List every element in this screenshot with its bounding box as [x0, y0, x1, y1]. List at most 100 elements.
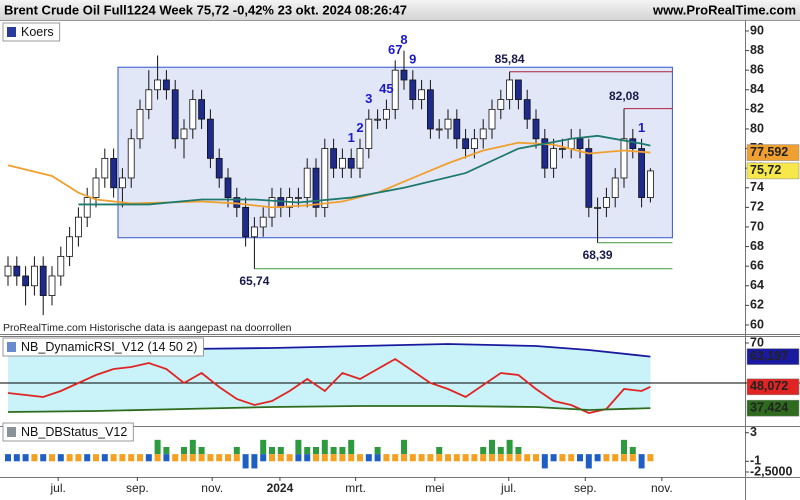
candle-body [418, 89, 426, 100]
legend-label: NB_DBStatus_V12 [21, 425, 127, 439]
status-bar [515, 454, 522, 462]
status-bar [330, 454, 337, 462]
status-bar [603, 454, 610, 462]
candle-body [48, 275, 56, 296]
status-bar [629, 447, 636, 455]
candle-body [75, 216, 82, 238]
candle-body [347, 157, 355, 169]
status-bar [383, 454, 390, 462]
status-bar [304, 447, 311, 455]
level-label: 65,74 [239, 274, 269, 288]
candle-body [356, 148, 364, 169]
status-bar [401, 454, 408, 462]
status-bar [251, 454, 258, 469]
status-bar [13, 454, 20, 462]
y-tick-label: 70 [750, 219, 764, 233]
status-bar [181, 454, 188, 462]
annotation: 9 [409, 52, 416, 67]
candle-body [295, 197, 302, 199]
status-bar [506, 454, 513, 462]
status-bar [66, 454, 73, 462]
level-label: 68,39 [583, 248, 613, 262]
value-box [746, 144, 800, 161]
status-bar [304, 454, 311, 462]
legend-label: Koers [21, 25, 54, 39]
candle-body [603, 197, 610, 208]
status-bar [348, 454, 355, 462]
status-bar [31, 454, 38, 462]
candle-body [567, 138, 575, 149]
status-bar [321, 454, 328, 462]
status-bar [40, 454, 47, 462]
candle-body [110, 157, 118, 189]
status-bar [269, 447, 276, 455]
status-bar [189, 439, 196, 455]
status-bar [445, 454, 452, 462]
candle-body [31, 265, 38, 287]
status-bar [321, 439, 328, 455]
status-bar [198, 447, 205, 455]
annotation: 1 [638, 120, 645, 135]
status-bar [49, 454, 56, 462]
candle-body [488, 108, 496, 130]
status-bar [189, 454, 196, 462]
candle-body [154, 79, 162, 91]
candle-body [66, 236, 74, 257]
candle-body [435, 128, 443, 131]
status-bar [313, 447, 320, 455]
candle-body [163, 79, 170, 91]
value-box-label: 75,72 [750, 163, 781, 177]
status-bar [374, 454, 381, 462]
status-bar [647, 454, 654, 462]
legend-icon [7, 427, 16, 437]
value-box-label: 63,197 [750, 349, 788, 363]
y-tick-label: 72 [750, 200, 764, 214]
band-fill [8, 344, 651, 412]
annotation: 1 [348, 130, 355, 145]
status-bar [181, 447, 188, 455]
status-bar [22, 454, 29, 462]
status-bar [453, 454, 460, 462]
status-bar [629, 454, 636, 462]
candle-body [515, 79, 522, 100]
candle-body [471, 138, 478, 149]
y-tick-label: 88 [750, 43, 764, 57]
candle-body [127, 138, 135, 179]
status-bar [409, 454, 416, 462]
status-bar [295, 454, 302, 462]
status-bar [233, 447, 240, 455]
legend-box [2, 22, 61, 42]
candle-body [339, 157, 346, 169]
value-box [746, 162, 800, 180]
status-bar [5, 454, 12, 462]
value-box-label: 77,592 [750, 145, 788, 159]
legend-icon [7, 342, 16, 352]
status-bar [401, 439, 408, 455]
status-bar [57, 454, 64, 462]
y-tick-label: 62 [750, 298, 764, 312]
annotation: 3 [365, 91, 372, 106]
candle-body [497, 99, 505, 110]
candle-body [224, 177, 232, 198]
x-tick-label: 2024 [267, 481, 294, 495]
status-bar [621, 454, 628, 462]
status-bar [286, 454, 293, 462]
candle-body [383, 108, 390, 120]
candle-body [4, 265, 12, 277]
x-tick-label: sep. [574, 481, 597, 495]
y-tick-label: 84 [750, 82, 764, 96]
candle-body [427, 89, 434, 130]
status-bar [427, 454, 434, 462]
candle-body [647, 170, 654, 198]
status-bar [295, 439, 302, 455]
candle-body [409, 79, 417, 100]
annotation: 67 [388, 42, 402, 57]
status-bar [348, 439, 355, 455]
status-bar [418, 454, 425, 462]
status-bar [357, 454, 364, 462]
candle-body [585, 148, 593, 208]
x-tick-label: jul. [500, 481, 516, 495]
status-bar [497, 454, 504, 462]
candle-body [559, 148, 566, 150]
